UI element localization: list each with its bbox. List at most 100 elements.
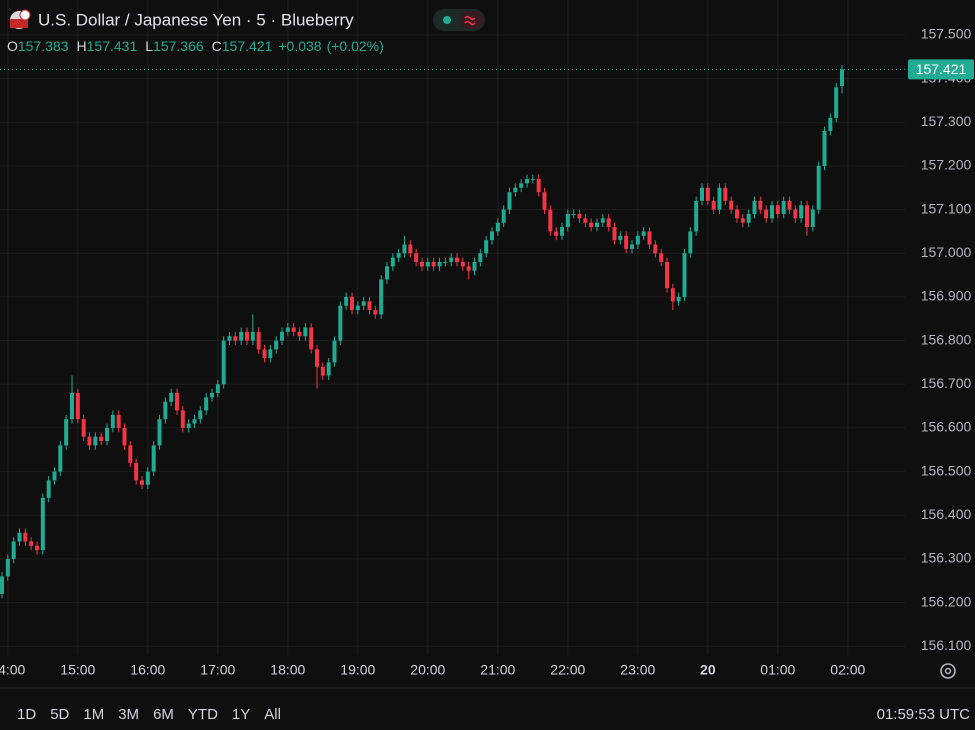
candle-body <box>805 205 809 228</box>
y-tick-label: 157.100 <box>921 200 972 216</box>
candle-body <box>542 192 547 210</box>
candle-body <box>414 253 419 262</box>
range-button[interactable]: All <box>264 706 281 723</box>
candle-body <box>752 200 757 214</box>
candle-body <box>682 253 687 297</box>
range-buttons: 1D 5D 1M 3M 6M YTD 1Y All <box>17 706 281 723</box>
candle-body <box>530 179 535 181</box>
candle-body <box>140 480 144 485</box>
x-tick-label: 01:00 <box>760 662 795 678</box>
candle-body <box>145 471 150 485</box>
candle-body <box>350 296 354 311</box>
candle-body <box>507 192 512 210</box>
candle-body <box>169 393 174 402</box>
candle-body <box>344 296 349 306</box>
candle-body <box>379 279 384 315</box>
range-button[interactable]: 1D <box>17 706 36 723</box>
candle-body <box>740 218 745 223</box>
ohlc-value: 157.421 <box>222 38 273 54</box>
y-tick-label: 156.700 <box>921 375 972 391</box>
ohlc-label: O <box>7 38 18 54</box>
candle-body <box>694 200 699 232</box>
change-value: +0.038 <box>278 38 321 54</box>
candle-body <box>163 401 168 420</box>
candle-body <box>484 240 489 254</box>
candle-body <box>233 336 238 341</box>
candle-body <box>297 331 302 337</box>
candle-body <box>775 205 780 214</box>
candle-body <box>781 200 786 214</box>
candle-body <box>478 253 483 262</box>
range-button[interactable]: 1Y <box>232 706 250 723</box>
candle-body <box>490 231 494 241</box>
candle-body <box>571 213 576 215</box>
y-tick-label: 156.600 <box>921 419 972 435</box>
y-tick-label: 156.300 <box>921 550 972 566</box>
candle-body <box>583 218 588 223</box>
x-tick-label: 15:00 <box>60 662 95 678</box>
candle-body <box>385 266 389 280</box>
candle-body <box>291 327 296 332</box>
candle-body <box>157 419 162 446</box>
range-button[interactable]: 5D <box>50 706 69 723</box>
candle-body <box>227 336 232 341</box>
candle-body <box>548 209 553 232</box>
candle-body <box>239 331 244 341</box>
x-tick-label: 20 <box>700 662 716 678</box>
ohlc-label: H <box>77 38 87 54</box>
ohlc-value: 157.366 <box>153 38 204 54</box>
candle-body <box>799 205 804 219</box>
candle-body <box>17 532 22 542</box>
candle-body <box>303 327 308 337</box>
candle-body <box>723 187 728 201</box>
candle-body <box>5 558 10 577</box>
candle-body <box>396 253 401 258</box>
candle-body <box>40 497 45 551</box>
range-button[interactable]: YTD <box>188 706 218 723</box>
candle-body <box>425 262 430 267</box>
candle-body <box>705 187 710 201</box>
y-tick-label: 156.900 <box>921 288 972 304</box>
candle-body <box>122 427 127 446</box>
y-tick-label: 157.300 <box>921 113 972 129</box>
candle-body <box>75 393 80 420</box>
flag-yen <box>19 9 31 21</box>
x-tick-label: 19:00 <box>340 662 375 678</box>
candle-body <box>315 349 319 367</box>
candle-body <box>390 257 395 267</box>
gear-center <box>944 667 952 675</box>
candle-body <box>577 213 582 219</box>
candle-body <box>204 397 209 411</box>
candle-body <box>87 436 92 446</box>
range-button[interactable]: 6M <box>153 706 174 723</box>
candle-body <box>700 187 704 201</box>
candle-body <box>822 131 827 166</box>
candle-body <box>840 69 844 87</box>
candle-body <box>186 423 191 428</box>
x-tick-label: 18:00 <box>270 662 305 678</box>
candle-body <box>595 222 599 228</box>
range-button[interactable]: 3M <box>118 706 139 723</box>
candle-body <box>676 296 681 302</box>
candle-body <box>198 410 203 420</box>
candle-body <box>93 436 98 446</box>
clock: 01:59:53 UTC <box>877 706 971 723</box>
range-button[interactable]: 1M <box>83 706 104 723</box>
candle-body <box>612 227 617 241</box>
candle-body <box>513 187 518 193</box>
settings-icon[interactable] <box>940 663 956 679</box>
candle-body <box>23 532 28 542</box>
candle-body <box>70 393 74 420</box>
candle-body <box>128 445 133 463</box>
y-tick-label: 156.800 <box>921 331 972 347</box>
candle-body <box>793 209 798 219</box>
candle-body <box>52 471 57 481</box>
last-price-label: 157.421 <box>916 61 967 77</box>
candle-body <box>373 310 378 315</box>
candle-body <box>472 262 477 271</box>
candle-body <box>221 340 226 385</box>
delayed-icon <box>464 15 476 26</box>
candle-body <box>367 301 372 311</box>
